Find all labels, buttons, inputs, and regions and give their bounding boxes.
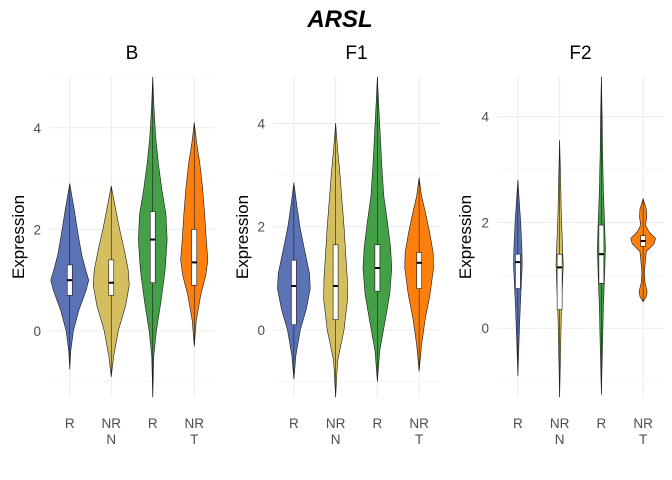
y-tick-label: 0 (257, 323, 265, 338)
x-tick-label: NR (550, 416, 570, 431)
x-tick-label: R (373, 416, 383, 431)
y-axis-label: Expression (233, 195, 252, 279)
y-tick-label: 4 (33, 121, 41, 136)
box-iqr (149, 211, 156, 284)
panel-title: F1 (345, 43, 367, 64)
x-tick-label: R (148, 416, 158, 431)
y-tick-label: 0 (33, 324, 41, 339)
x-tick-sublabel: T (639, 432, 647, 447)
box-iqr (556, 253, 563, 311)
x-tick-label: NR (326, 416, 346, 431)
y-tick-label: 2 (33, 222, 41, 237)
x-tick-label: NR (102, 416, 122, 431)
x-tick-label: NR (409, 416, 429, 431)
y-tick-label: 0 (481, 321, 489, 336)
x-tick-label: R (513, 416, 523, 431)
box-iqr (108, 259, 115, 296)
panel-title: B (126, 43, 139, 64)
y-axis-label: Expression (456, 195, 475, 279)
box-iqr (191, 229, 198, 286)
x-tick-sublabel: N (331, 432, 341, 447)
panel-title: F2 (569, 43, 591, 64)
y-tick-label: 4 (257, 116, 265, 131)
y-tick-label: 4 (481, 110, 489, 125)
x-tick-label: R (65, 416, 75, 431)
box-iqr (332, 244, 339, 320)
x-tick-label: NR (633, 416, 653, 431)
x-tick-label: R (597, 416, 607, 431)
box-iqr (291, 259, 297, 326)
x-tick-sublabel: N (555, 432, 565, 447)
y-tick-label: 2 (481, 215, 489, 230)
y-axis-label: Expression (9, 195, 28, 279)
x-tick-sublabel: T (415, 432, 423, 447)
x-tick-sublabel: T (190, 432, 198, 447)
x-tick-label: R (289, 416, 299, 431)
y-tick-label: 2 (257, 220, 265, 235)
x-tick-sublabel: N (106, 432, 116, 447)
chart-title: ARSL (306, 6, 372, 33)
x-tick-label: NR (185, 416, 205, 431)
box-iqr (515, 253, 521, 289)
box-iqr (416, 252, 422, 289)
